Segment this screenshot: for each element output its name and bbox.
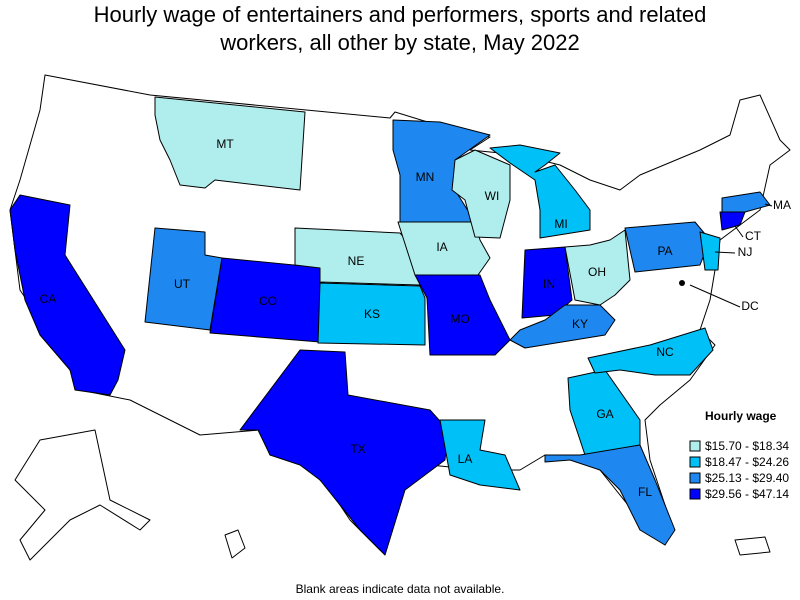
state-shape [414,274,511,356]
state-label: CT [745,229,762,243]
state-label: MT [216,137,234,151]
state-label: NE [348,254,365,268]
state-label: NJ [738,245,753,259]
state-label: OH [588,265,606,279]
title-line: Hourly wage of entertainers and performe… [94,2,707,27]
state-label: CO [259,294,277,308]
state-shape [544,444,676,546]
state-label: PA [657,244,672,258]
state-label: CA [40,292,57,306]
legend-swatch [689,472,701,484]
legend-swatch [689,488,701,500]
state-label: UT [174,277,191,291]
callout-line [714,251,736,254]
state-shape [721,191,771,213]
state-label: MI [554,217,567,231]
legend-title: Hourly wage [705,409,777,423]
state-label: KS [364,307,380,321]
state-shape [451,149,511,239]
state-label: IN [543,277,555,291]
state-shape [489,144,591,239]
state-shape [9,194,126,396]
state-shape [317,282,426,346]
state-shape [564,229,631,306]
footnote: Blank areas indicate data not available. [296,582,505,596]
title-line: workers, all other by state, May 2022 [219,30,580,55]
legend-label: $29.56 - $47.14 [705,487,789,501]
alaska [14,429,151,561]
legend-label: $18.47 - $24.26 [705,455,789,469]
legend-label: $15.70 - $18.34 [705,439,789,453]
callout-line [764,203,773,207]
legend: Hourly wage $15.70 - $18.34 $18.47 - $24.2… [689,409,789,501]
state-label: GA [596,407,613,421]
state-shape [392,119,491,223]
state-label: MN [416,170,435,184]
state-shape [239,349,449,556]
state-label: MA [773,198,791,212]
state-label: DC [741,299,759,313]
state-label: FL [638,485,652,499]
callout-line [689,284,741,308]
legend-swatch [689,456,701,468]
state-label: LA [458,452,473,466]
state-shape [587,327,714,376]
state-dot [679,280,685,286]
legend-swatch [689,440,701,452]
state-label: KY [572,317,588,331]
legend-label: $25.13 - $29.40 [705,471,789,485]
puerto-rico [734,536,771,556]
state-label: IA [436,240,447,254]
callout-line [734,225,744,238]
state-label: MO [450,312,469,326]
state-shape [509,304,616,349]
state-shape [154,96,306,191]
state-label: NC [656,345,674,359]
state-shape [719,211,746,231]
state-label: WI [485,189,500,203]
hawaii [224,529,246,559]
state-shape [699,231,721,271]
state-label: TX [350,442,365,456]
state-shape [439,419,521,491]
